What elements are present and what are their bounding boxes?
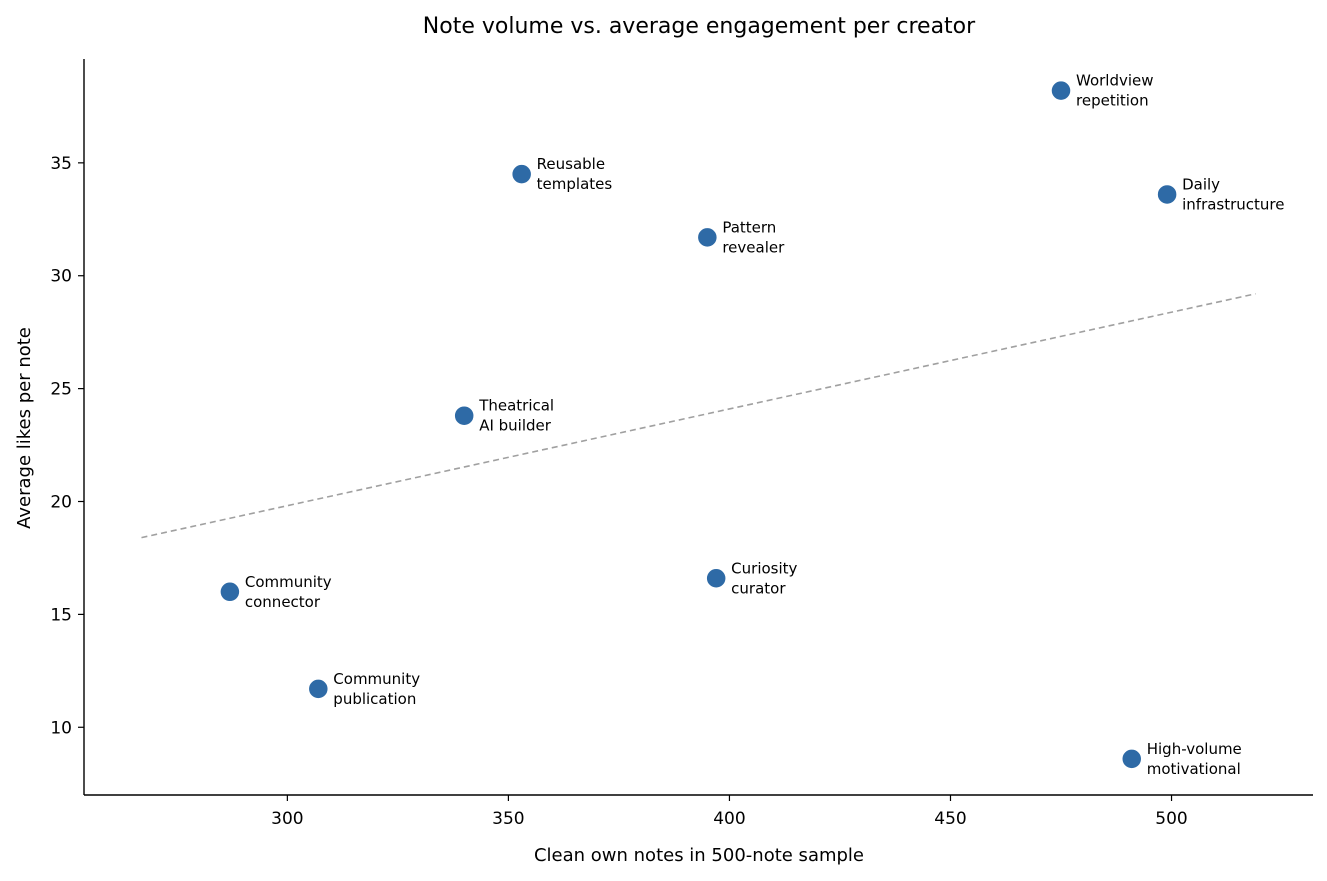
- data-point-label-line: revealer: [722, 238, 785, 256]
- data-point: [1156, 183, 1178, 206]
- data-point-label-line: Worldview: [1076, 72, 1154, 90]
- data-point-label-line: templates: [537, 175, 613, 193]
- data-point: [705, 567, 727, 590]
- data-point: [307, 678, 330, 700]
- data-point-label: Community connector: [245, 573, 332, 611]
- data-point: [1050, 79, 1072, 102]
- data-point-label: High-volume motivational: [1147, 740, 1242, 778]
- x-tick-label: 300: [271, 809, 303, 829]
- data-point-label-line: Reusable: [537, 155, 605, 173]
- data-point-label-line: publication: [333, 690, 416, 708]
- data-point-label-line: curator: [731, 579, 786, 597]
- data-point-label: Theatrical AI builder: [478, 397, 554, 435]
- data-point-label: Reusable templates: [537, 155, 613, 193]
- data-point-label-line: infrastructure: [1182, 195, 1284, 213]
- data-point-label-line: Theatrical: [478, 397, 554, 415]
- chart-title: Note volume vs. average engagement per c…: [423, 14, 976, 39]
- x-tick-label: 450: [934, 809, 966, 829]
- x-axis-label: Clean own notes in 500-note sample: [534, 845, 864, 866]
- data-point-label-line: Community: [333, 670, 420, 688]
- y-tick-label: 20: [50, 493, 72, 513]
- data-point-label-line: Pattern: [722, 218, 776, 236]
- x-tick-label: 400: [713, 809, 745, 829]
- data-point-label-line: repetition: [1076, 92, 1149, 110]
- data-point: [696, 226, 719, 249]
- data-point-label: Daily infrastructure: [1182, 175, 1284, 213]
- data-point-label: Worldview repetition: [1076, 72, 1154, 110]
- data-point: [1120, 748, 1143, 770]
- x-tick-label: 500: [1155, 809, 1187, 829]
- data-point-label-line: AI builder: [479, 417, 552, 435]
- y-tick-label: 30: [50, 267, 72, 287]
- x-tick-label: 350: [492, 809, 524, 829]
- data-point-label: Pattern revealer: [722, 218, 785, 256]
- data-point-label-line: connector: [245, 593, 321, 611]
- data-point: [510, 163, 533, 185]
- y-tick-label: 15: [50, 605, 72, 625]
- data-points: Worldview repetition Reusable templates Dail…: [219, 72, 1285, 778]
- y-ticks: 10 15 20 25 30 35: [50, 154, 84, 738]
- data-point-label-line: Curiosity: [731, 559, 797, 577]
- y-tick-label: 35: [50, 154, 72, 174]
- y-axis-label: Average likes per note: [14, 327, 35, 529]
- data-point-label: Curiosity curator: [731, 559, 797, 597]
- data-point-label-line: Community: [245, 573, 332, 591]
- data-point: [453, 404, 475, 427]
- trend-line: [141, 293, 1256, 539]
- data-point-label: Community publication: [333, 670, 420, 708]
- x-ticks: 300 350 400 450 500: [271, 795, 1188, 829]
- axes: [83, 59, 1313, 796]
- data-point: [219, 581, 241, 603]
- data-point-label-line: Daily: [1182, 175, 1220, 193]
- y-tick-label: 25: [50, 380, 72, 400]
- data-point-label-line: motivational: [1147, 760, 1241, 778]
- y-tick-label: 10: [50, 718, 72, 738]
- data-point-label-line: High-volume: [1147, 740, 1242, 758]
